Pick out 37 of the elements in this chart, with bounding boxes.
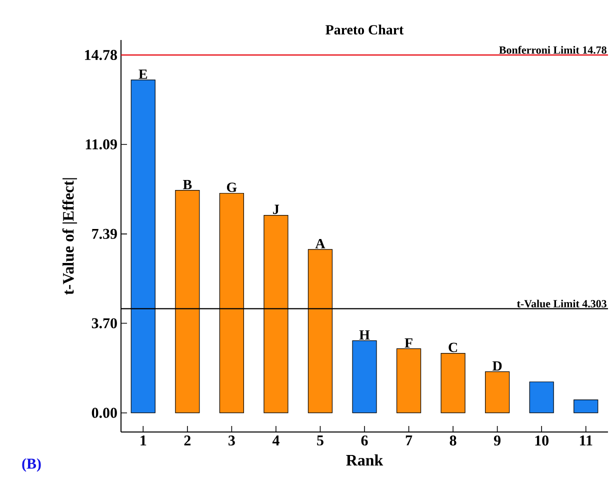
bar xyxy=(485,371,510,414)
x-tick-label: 4 xyxy=(272,436,280,446)
y-tick-label: 14.78 xyxy=(85,50,117,60)
text: (B) xyxy=(22,458,41,472)
y-tick-label: 0.00 xyxy=(92,408,117,418)
bar xyxy=(352,340,377,414)
data-label: G xyxy=(226,182,237,192)
x-tick-label: 11 xyxy=(580,436,592,446)
chart-title: Pareto Chart xyxy=(326,24,404,34)
data-label: C xyxy=(448,342,458,352)
y-tick-label: 11.09 xyxy=(86,139,117,150)
x-tick-label: 1 xyxy=(140,436,146,446)
data-label: B xyxy=(183,180,192,190)
ref-line-label: Bonferroni Limit 14.78 xyxy=(499,46,606,54)
bar xyxy=(574,399,598,414)
y-axis-title: t-Value of |Effect| xyxy=(62,178,78,295)
data-label: A xyxy=(315,239,326,248)
x-tick-label: 7 xyxy=(406,436,412,446)
x-tick-label: 5 xyxy=(317,436,324,446)
x-tick-label: 3 xyxy=(228,436,235,446)
bar xyxy=(396,348,422,414)
data-label: D xyxy=(492,361,502,370)
x-axis-title: Rank xyxy=(346,454,384,466)
bar xyxy=(529,382,554,414)
y-tick-label: 3.70 xyxy=(92,318,117,328)
data-label: J xyxy=(273,204,280,214)
x-tick-label: 2 xyxy=(184,436,191,446)
ref-line-label: t-Value Limit 4.303 xyxy=(516,300,606,308)
y-tick-label: 7.39 xyxy=(92,228,117,239)
data-label: H xyxy=(359,330,370,340)
x-tick-label: 8 xyxy=(450,436,456,446)
data-label: F xyxy=(404,338,412,348)
x-tick-label: 9 xyxy=(494,436,501,446)
bar xyxy=(440,352,466,414)
x-tick-label: 6 xyxy=(361,436,368,446)
x-tick-label: 10 xyxy=(535,436,549,446)
data-label: E xyxy=(138,70,148,79)
